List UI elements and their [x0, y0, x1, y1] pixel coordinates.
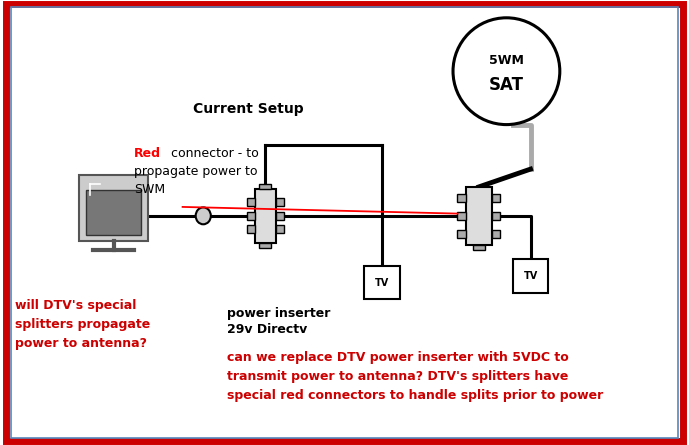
Bar — [259, 243, 271, 248]
Bar — [276, 198, 284, 206]
Text: TV: TV — [524, 271, 537, 281]
Text: 29v Directv: 29v Directv — [227, 323, 307, 336]
Text: Current Setup: Current Setup — [193, 102, 304, 116]
Bar — [492, 194, 500, 202]
Text: SWM: SWM — [134, 182, 165, 196]
Bar — [492, 212, 500, 220]
Text: Red: Red — [134, 147, 161, 160]
Ellipse shape — [196, 207, 211, 224]
Bar — [492, 230, 500, 238]
Bar — [457, 212, 466, 220]
Bar — [457, 230, 466, 238]
Text: SAT: SAT — [489, 76, 524, 93]
Bar — [276, 212, 284, 220]
Text: can we replace DTV power inserter with 5VDC to
transmit power to antenna? DTV's : can we replace DTV power inserter with 5… — [227, 351, 604, 401]
Bar — [86, 190, 141, 235]
Text: power inserter: power inserter — [227, 307, 331, 320]
Bar — [457, 194, 466, 202]
Text: will DTV's special
splitters propagate
power to antenna?: will DTV's special splitters propagate p… — [15, 299, 150, 350]
Text: TV: TV — [376, 278, 389, 287]
Bar — [473, 245, 485, 250]
Bar — [276, 225, 284, 233]
Text: propagate power to: propagate power to — [134, 165, 258, 178]
Bar — [466, 187, 492, 245]
Bar — [513, 259, 548, 293]
Bar — [247, 212, 255, 220]
Bar — [79, 174, 148, 241]
Bar — [247, 225, 255, 233]
Bar — [259, 184, 271, 189]
Text: connector - to: connector - to — [167, 147, 259, 160]
Ellipse shape — [453, 18, 559, 125]
Text: 5WM: 5WM — [489, 53, 524, 67]
Bar — [247, 198, 255, 206]
Bar — [364, 266, 400, 299]
Bar — [255, 189, 276, 243]
